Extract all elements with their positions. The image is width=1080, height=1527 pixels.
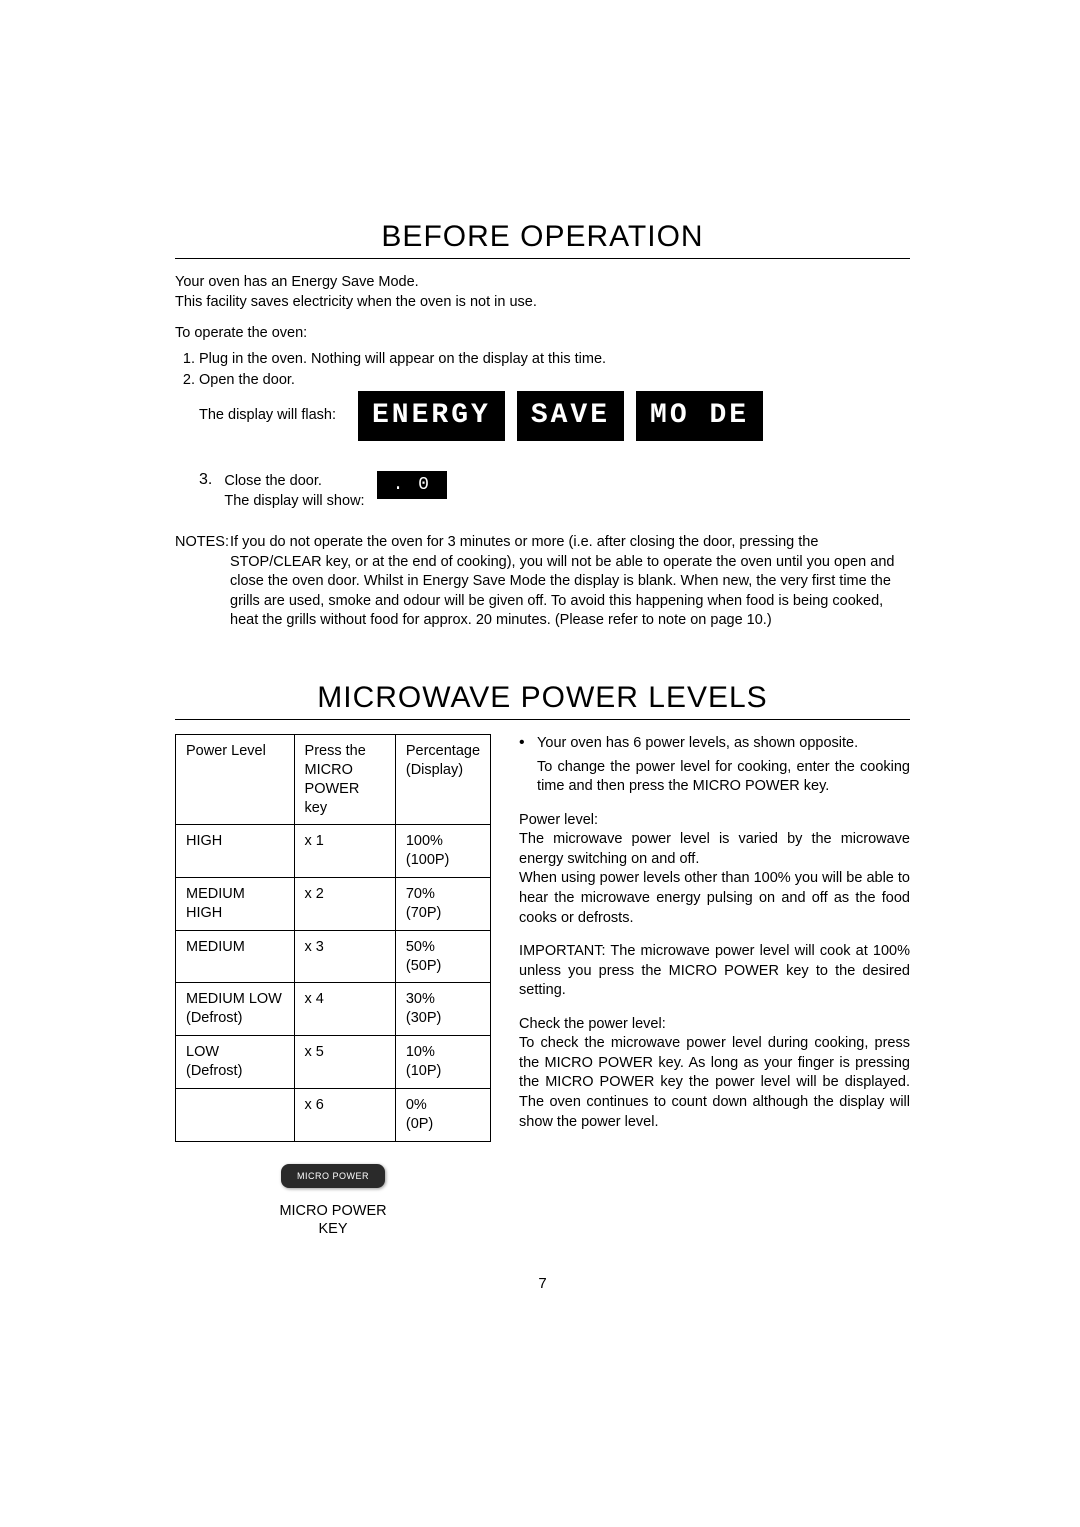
page-number: 7 [175, 1275, 910, 1292]
cell-percentage: 70%(70P) [395, 878, 490, 931]
notes-block: NOTES: If you do not operate the oven fo… [175, 533, 910, 631]
power-level-table: Power Level Press the MICRO POWER key Pe… [175, 734, 491, 1142]
lcd-mode: MO DE [636, 391, 763, 441]
section1-intro: Your oven has an Energy Save Mode. This … [175, 273, 910, 312]
header-pct-l2: (Display) [406, 762, 463, 778]
operate-steps: Plug in the oven. Nothing will appear on… [175, 350, 910, 441]
cell-percentage: 30%(30P) [395, 983, 490, 1036]
table-row: HIGHx 1100%(100P) [176, 825, 491, 878]
micro-power-caption: MICRO POWER KEY [175, 1202, 491, 1240]
notes-body: If you do not operate the oven for 3 min… [230, 533, 910, 631]
header-percentage: Percentage (Display) [395, 735, 490, 825]
step3-line1: Close the door. [224, 471, 364, 491]
step-2: Open the door. The display will flash: E… [199, 371, 910, 440]
micro-power-button-shape: MICRO POWER [281, 1164, 385, 1188]
intro-bullet: • Your oven has 6 power levels, as shown… [519, 734, 910, 811]
operate-label: To operate the oven: [175, 324, 910, 344]
cell-power-level: HIGH [176, 825, 295, 878]
cell-percentage: 50%(50P) [395, 930, 490, 983]
right-p2b: When using power levels other than 100% … [519, 869, 910, 928]
cell-press: x 1 [294, 825, 395, 878]
section1-title: BEFORE OPERATION [175, 220, 910, 259]
header-press-l2: MICRO [305, 762, 353, 778]
table-row: LOW(Defrost)x 510%(10P) [176, 1036, 491, 1089]
cell-power-level: MEDIUM HIGH [176, 878, 295, 931]
two-column-layout: Power Level Press the MICRO POWER key Pe… [175, 734, 910, 1239]
right-p4: To check the microwave power level durin… [519, 1034, 910, 1132]
right-p2a: The microwave power level is varied by t… [519, 830, 910, 869]
header-pct-l1: Percentage [406, 743, 480, 759]
table-row: MEDIUM HIGHx 270%(70P) [176, 878, 491, 931]
table-header-row: Power Level Press the MICRO POWER key Pe… [176, 735, 491, 825]
step-3: 3. Close the door. The display will show… [199, 471, 910, 512]
cell-press: x 5 [294, 1036, 395, 1089]
cell-press: x 6 [294, 1088, 395, 1141]
lcd-save: SAVE [517, 391, 624, 441]
intro-line2: This facility saves electricity when the… [175, 293, 910, 313]
mp-caption-l2: KEY [319, 1221, 348, 1237]
section2-title: MICROWAVE POWER LEVELS [175, 681, 910, 720]
step2-line2: The display will flash: [199, 406, 336, 426]
table-row: MEDIUM LOW(Defrost)x 430%(30P) [176, 983, 491, 1036]
header-power-level: Power Level [176, 735, 295, 825]
step-1: Plug in the oven. Nothing will appear on… [199, 350, 910, 370]
mp-caption-l1: MICRO POWER [279, 1203, 386, 1219]
bullet-icon: • [519, 734, 529, 811]
table-row: MEDIUMx 350%(50P) [176, 930, 491, 983]
cell-percentage: 10%(10P) [395, 1036, 490, 1089]
lcd-display-zero: . 0 [377, 471, 447, 499]
cell-power-level: LOW(Defrost) [176, 1036, 295, 1089]
right-p1b: To change the power level for cooking, e… [537, 758, 910, 797]
notes-label: NOTES: [175, 533, 230, 631]
cell-percentage: 0%(0P) [395, 1088, 490, 1141]
cell-power-level: MEDIUM LOW(Defrost) [176, 983, 295, 1036]
cell-press: x 2 [294, 878, 395, 931]
cell-power-level [176, 1088, 295, 1141]
header-press: Press the MICRO POWER key [294, 735, 395, 825]
right-p3-important: IMPORTANT: The microwave power level wil… [519, 942, 910, 1001]
header-press-l1: Press the [305, 743, 366, 759]
step2-line1: Open the door. [199, 372, 295, 388]
right-p1a: Your oven has 6 power levels, as shown o… [537, 734, 910, 754]
manual-page: BEFORE OPERATION Your oven has an Energy… [0, 0, 1080, 1392]
header-press-l3: POWER key [305, 781, 360, 816]
right-column: • Your oven has 6 power levels, as shown… [519, 734, 910, 1239]
cell-press: x 4 [294, 983, 395, 1036]
micro-power-button-graphic: MICRO POWER [281, 1164, 385, 1188]
table-row: x 60%(0P) [176, 1088, 491, 1141]
step3-line2: The display will show: [224, 491, 364, 511]
power-level-header: Power level: [519, 811, 910, 831]
section2: MICROWAVE POWER LEVELS Power Level Press… [175, 681, 910, 1239]
cell-power-level: MEDIUM [176, 930, 295, 983]
intro-line1: Your oven has an Energy Save Mode. [175, 273, 910, 293]
lcd-display-energy-save: ENERGY SAVE MO DE [358, 391, 763, 441]
lcd-energy: ENERGY [358, 391, 505, 441]
left-column: Power Level Press the MICRO POWER key Pe… [175, 734, 491, 1239]
cell-press: x 3 [294, 930, 395, 983]
cell-percentage: 100%(100P) [395, 825, 490, 878]
step3-number: 3. [199, 471, 212, 489]
check-power-header: Check the power level: [519, 1015, 910, 1035]
